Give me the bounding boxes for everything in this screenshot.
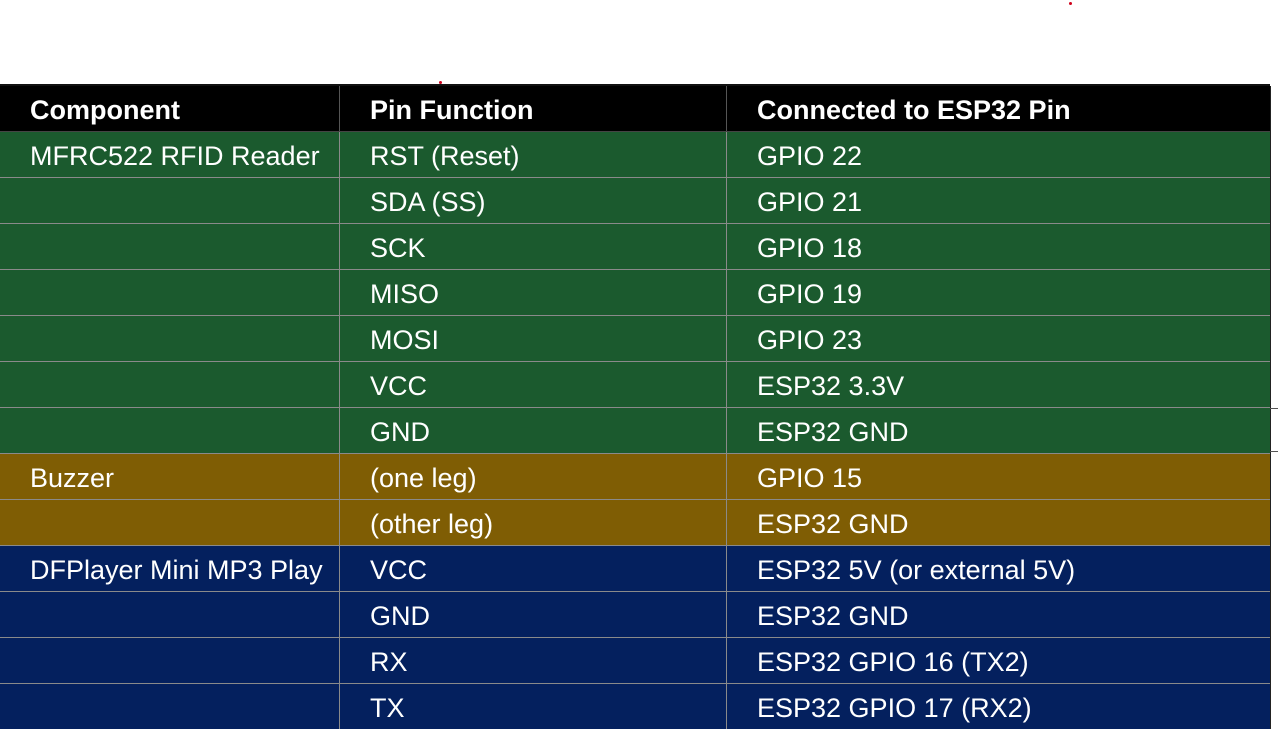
table-header-row: Component Pin Function Connected to ESP3… <box>0 86 1270 132</box>
table-row: Buzzer (one leg) GPIO 15 <box>0 454 1270 500</box>
cell-component[interactable] <box>0 224 340 269</box>
cell-esp32-pin[interactable]: ESP32 5V (or external 5V) <box>757 555 1076 585</box>
table-row: MOSI GPIO 23 <box>0 316 1270 362</box>
cell-esp32-pin[interactable]: ESP32 GND <box>757 417 909 447</box>
cell-pin-function[interactable]: TX <box>340 684 727 729</box>
cell-component[interactable] <box>0 500 340 545</box>
table-row: GND ESP32 GND <box>0 592 1270 638</box>
table-row: RX ESP32 GPIO 16 (TX2) <box>0 638 1270 684</box>
sheet-edge-marker <box>1270 408 1278 452</box>
cell-component[interactable] <box>0 316 340 361</box>
header-cell-pin-function[interactable]: Pin Function <box>340 86 727 131</box>
table-row: TX ESP32 GPIO 17 (RX2) <box>0 684 1270 729</box>
table-row: (other leg) ESP32 GND <box>0 500 1270 546</box>
cell-esp32-pin[interactable]: GPIO 15 <box>757 463 863 493</box>
table-row: DFPlayer Mini MP3 Play VCC ESP32 5V (or ex… <box>0 546 1270 592</box>
cell-esp32-pin[interactable]: GPIO 18 <box>757 233 863 263</box>
cell-component[interactable] <box>0 638 340 683</box>
cell-pin-function[interactable]: RST (Reset) <box>340 132 727 177</box>
table-row: SDA (SS) GPIO 21 <box>0 178 1270 224</box>
cell-esp32-pin[interactable]: GPIO 21 <box>757 187 863 217</box>
cell-component[interactable] <box>0 362 340 407</box>
cell-pin-function[interactable]: (other leg) <box>340 500 727 545</box>
header-cell-component[interactable]: Component <box>0 86 340 131</box>
cell-esp32-pin[interactable]: ESP32 3.3V <box>757 371 905 401</box>
table-body: MFRC522 RFID Reader RST (Reset) GPIO 22 SDA… <box>0 132 1270 729</box>
cell-pin-function[interactable]: (one leg) <box>340 454 727 499</box>
cell-esp32-pin[interactable]: GPIO 19 <box>757 279 863 309</box>
pin-mapping-table: Component Pin Function Connected to ESP3… <box>0 84 1270 729</box>
cell-pin-function[interactable]: SCK <box>340 224 727 269</box>
table-row: GND ESP32 GND <box>0 408 1270 454</box>
cell-esp32-pin[interactable]: ESP32 GND <box>757 509 909 539</box>
cell-component[interactable]: MFRC522 RFID Reader <box>0 132 340 177</box>
cell-pin-function[interactable]: SDA (SS) <box>340 178 727 223</box>
cell-component[interactable] <box>0 592 340 637</box>
cell-esp32-pin[interactable]: GPIO 22 <box>757 141 863 171</box>
stray-mark <box>1069 2 1072 5</box>
cell-component[interactable]: Buzzer <box>0 454 340 499</box>
table-row: MFRC522 RFID Reader RST (Reset) GPIO 22 <box>0 132 1270 178</box>
cell-esp32-pin[interactable]: ESP32 GPIO 16 (TX2) <box>757 647 1029 677</box>
cell-component[interactable] <box>0 408 340 453</box>
header-cell-esp32-pin[interactable]: Connected to ESP32 Pin <box>757 95 1071 125</box>
cell-component[interactable] <box>0 270 340 315</box>
sheet-edge <box>1270 86 1278 729</box>
cell-pin-function[interactable]: MOSI <box>340 316 727 361</box>
cell-component[interactable]: DFPlayer Mini MP3 Play <box>0 546 340 591</box>
cell-pin-function[interactable]: VCC <box>340 362 727 407</box>
table-row: MISO GPIO 19 <box>0 270 1270 316</box>
table-row: SCK GPIO 18 <box>0 224 1270 270</box>
cell-pin-function[interactable]: MISO <box>340 270 727 315</box>
stray-mark <box>439 81 442 84</box>
cell-esp32-pin[interactable]: ESP32 GND <box>757 601 909 631</box>
cell-pin-function[interactable]: GND <box>340 592 727 637</box>
cell-component[interactable] <box>0 178 340 223</box>
cell-component[interactable] <box>0 684 340 729</box>
cell-pin-function[interactable]: VCC <box>340 546 727 591</box>
cell-pin-function[interactable]: GND <box>340 408 727 453</box>
cell-esp32-pin[interactable]: ESP32 GPIO 17 (RX2) <box>757 693 1032 723</box>
cell-esp32-pin[interactable]: GPIO 23 <box>757 325 863 355</box>
cell-pin-function[interactable]: RX <box>340 638 727 683</box>
table-row: VCC ESP32 3.3V <box>0 362 1270 408</box>
